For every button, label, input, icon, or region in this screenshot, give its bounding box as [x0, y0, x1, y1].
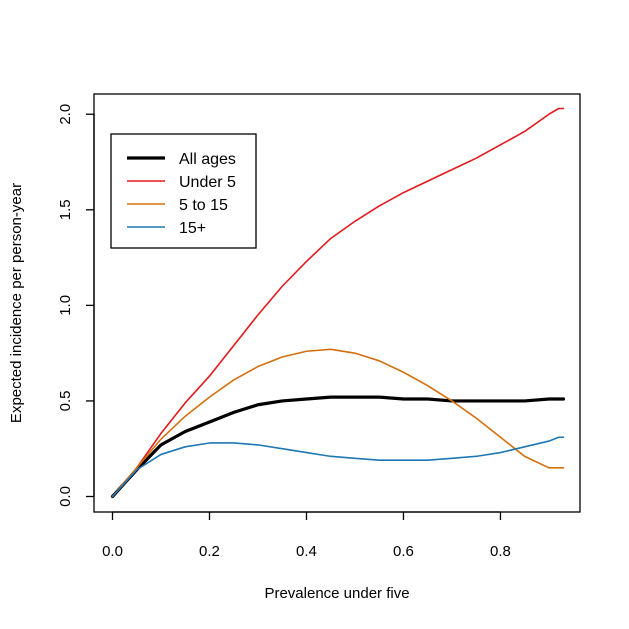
x-tick-label: 0.4: [296, 543, 317, 560]
series-line-2: [111, 348, 565, 498]
y-tick-label: 1.5: [57, 199, 74, 220]
y-axis-label: Expected incidence per person-year: [8, 183, 25, 423]
series-line-1: [111, 107, 565, 498]
x-tick-label: 0.8: [490, 543, 511, 560]
x-axis-label: Prevalence under five: [264, 585, 409, 602]
legend-box: [110, 133, 257, 249]
legend-label: 15+: [179, 220, 206, 237]
y-axis: 0.0 0.5 1.0 1.5 2.0: [57, 104, 95, 507]
legend: All ages Under 5 5 to 15 15+: [110, 133, 257, 249]
x-tick-label: 0.2: [199, 543, 220, 560]
series-line-3: [111, 436, 565, 498]
legend-label: Under 5: [179, 174, 236, 191]
y-tick-label: 1.0: [57, 295, 74, 316]
x-tick-label: 0.6: [393, 543, 414, 560]
series-line-0: [110, 395, 566, 499]
legend-items: All ages Under 5 5 to 15 15+: [127, 151, 236, 237]
y-tick-label: 0.0: [57, 486, 74, 507]
y-tick-label: 2.0: [57, 104, 74, 125]
legend-label: All ages: [179, 151, 236, 168]
x-tick-label: 0.0: [102, 543, 123, 560]
x-axis: 0.0 0.2 0.4 0.6 0.8: [102, 511, 511, 560]
series-layer: [110, 107, 566, 499]
legend-label: 5 to 15: [179, 197, 228, 214]
y-tick-label: 0.5: [57, 391, 74, 412]
